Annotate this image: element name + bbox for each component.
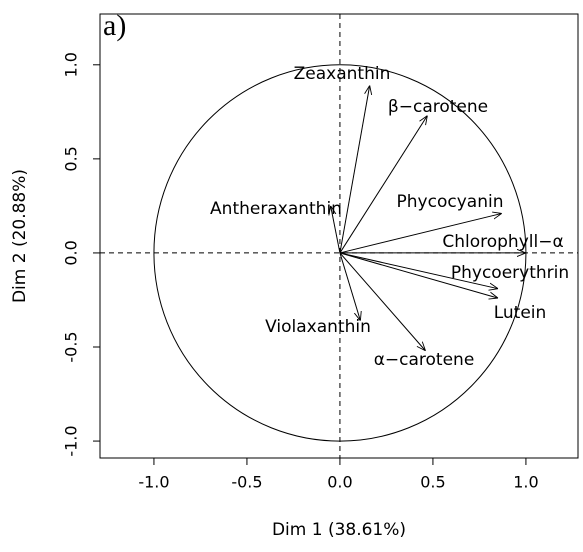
x-tick-label: 0.5 <box>420 473 445 492</box>
x-axis-label: Dim 1 (38.61%) <box>272 520 406 540</box>
variable-label: Chlorophyll−α <box>442 232 563 252</box>
variable-label: Lutein <box>494 303 547 323</box>
y-axis-label: Dim 2 (20.88%) <box>10 169 30 303</box>
variable-label: β−carotene <box>388 97 488 117</box>
y-tick-label: -0.5 <box>62 331 81 362</box>
panel-label: a) <box>103 9 126 42</box>
loading-arrow <box>339 252 360 321</box>
loading-arrow <box>339 252 498 298</box>
loading-arrow <box>339 213 502 254</box>
loading-arrow <box>339 252 426 351</box>
loading-arrow <box>339 116 427 254</box>
variable-label: α−carotene <box>374 350 475 370</box>
variable-label: Zeaxanthin <box>294 64 391 84</box>
x-tick-label: -1.0 <box>138 473 169 492</box>
x-tick-label: 0.0 <box>327 473 352 492</box>
y-tick-label: 1.0 <box>62 52 81 77</box>
variable-label: Violaxanthin <box>265 317 371 337</box>
y-tick-label: 0.5 <box>62 146 81 171</box>
loading-arrow <box>339 85 370 254</box>
variable-label: Phycocyanin <box>397 192 504 212</box>
y-tick-label: 0.0 <box>62 240 81 265</box>
plot-frame <box>99 13 579 459</box>
loading-arrow <box>339 252 498 289</box>
loading-arrow <box>331 206 341 254</box>
y-tick-label: -1.0 <box>62 425 81 456</box>
x-tick-label: 1.0 <box>513 473 538 492</box>
variable-label: Phycoerythrin <box>451 263 569 283</box>
x-tick-label: -0.5 <box>231 473 262 492</box>
variable-label: Antheraxanthin <box>210 199 342 219</box>
